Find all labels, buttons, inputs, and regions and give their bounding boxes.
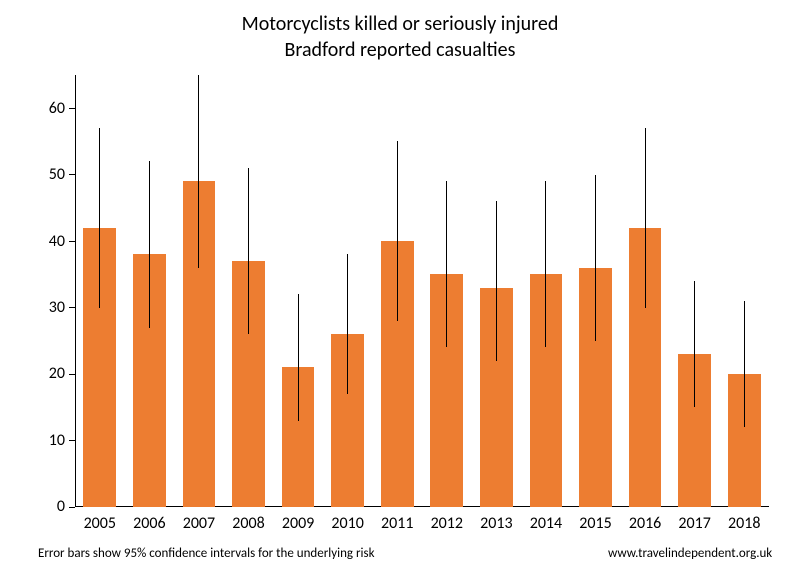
y-axis-line <box>75 75 76 507</box>
y-tick <box>69 241 75 242</box>
x-axis-label: 2013 <box>472 514 522 533</box>
y-axis-label: 40 <box>25 232 65 251</box>
y-axis-label: 0 <box>25 497 65 516</box>
error-bar <box>545 181 546 347</box>
chart-container: Motorcyclists killed or seriously injure… <box>0 0 800 580</box>
x-axis-label: 2008 <box>224 514 274 533</box>
error-bar <box>298 294 299 420</box>
y-tick <box>69 307 75 308</box>
error-bar <box>645 128 646 307</box>
x-axis-label: 2005 <box>75 514 125 533</box>
error-bar <box>446 181 447 347</box>
x-axis-label: 2014 <box>521 514 571 533</box>
chart-title-line1: Motorcyclists killed or seriously injure… <box>0 12 800 36</box>
x-axis-label: 2007 <box>174 514 224 533</box>
x-axis-label: 2015 <box>571 514 621 533</box>
y-axis-label: 50 <box>25 165 65 184</box>
error-bar <box>694 281 695 407</box>
error-bar <box>496 201 497 361</box>
x-axis-label: 2018 <box>719 514 769 533</box>
x-axis-label: 2012 <box>422 514 472 533</box>
error-bar <box>248 168 249 334</box>
y-axis-label: 20 <box>25 364 65 383</box>
error-bar <box>595 175 596 341</box>
y-tick <box>69 374 75 375</box>
x-axis-line <box>75 506 769 507</box>
x-axis-label: 2017 <box>670 514 720 533</box>
y-axis-label: 10 <box>25 431 65 450</box>
x-axis-label: 2016 <box>620 514 670 533</box>
footer-right: www.travelindependent.org.uk <box>608 546 772 561</box>
chart-title-line2: Bradford reported casualties <box>0 38 800 62</box>
x-axis-label: 2006 <box>125 514 175 533</box>
plot-area <box>75 75 769 507</box>
error-bar <box>744 301 745 427</box>
error-bar <box>198 75 199 268</box>
x-axis-label: 2010 <box>323 514 373 533</box>
y-tick <box>69 108 75 109</box>
y-tick <box>69 174 75 175</box>
y-axis-label: 60 <box>25 99 65 118</box>
x-axis-label: 2011 <box>372 514 422 533</box>
error-bar <box>347 254 348 394</box>
error-bar <box>397 141 398 320</box>
y-tick <box>69 440 75 441</box>
x-axis-label: 2009 <box>273 514 323 533</box>
error-bar <box>149 161 150 327</box>
footer-left: Error bars show 95% confidence intervals… <box>38 546 375 561</box>
y-axis-label: 30 <box>25 298 65 317</box>
y-tick <box>69 507 75 508</box>
error-bar <box>99 128 100 307</box>
